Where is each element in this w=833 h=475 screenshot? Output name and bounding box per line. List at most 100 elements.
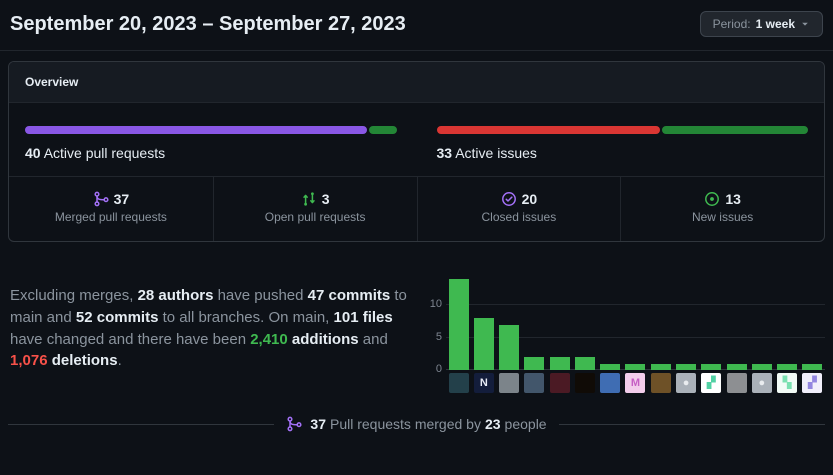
commit-bar-author-15 (802, 363, 823, 370)
period-label: Period: (712, 17, 751, 31)
git-merge-icon (94, 191, 109, 207)
commits-per-author-chart: 0 5 10 N M ● ▞ ● ▚ ▞ (428, 272, 825, 393)
author-1-avatar[interactable] (448, 373, 469, 393)
page-header: September 20, 2023 – September 27, 2023 … (0, 0, 833, 51)
author-13-avatar[interactable]: ● (751, 373, 772, 393)
page-title: September 20, 2023 – September 27, 2023 (10, 12, 406, 35)
author-4-avatar[interactable] (524, 373, 545, 393)
summary-segment: 47 commits (307, 287, 391, 304)
author-15-avatar[interactable]: ▞ (802, 373, 823, 393)
period-dropdown-button[interactable]: Period: 1 week (699, 11, 823, 37)
y-tick-label: 5 (435, 330, 442, 343)
stat-label: Open pull requests (264, 210, 366, 224)
avatar-slot: M (623, 373, 648, 393)
avatar-slot (547, 373, 572, 393)
overview-panel: Overview 40 Active pull requests 33 Acti… (8, 61, 825, 242)
summary-segment: to all branches. On main, (158, 308, 334, 326)
author-5-avatar[interactable] (549, 373, 570, 393)
commit-bar-author-2 (473, 318, 494, 370)
author-12-avatar[interactable] (726, 373, 747, 393)
issues-progress-bar (436, 126, 808, 134)
avatar-slot: ● (749, 373, 774, 393)
divider-left (8, 423, 275, 425)
active-issues-block: 33 Active issues (436, 126, 809, 161)
summary-segment: . (117, 352, 122, 370)
progress-segment-merged (25, 126, 367, 134)
commit-bar-author-1 (448, 279, 469, 370)
issue-opened-icon (705, 192, 720, 206)
commit-activity-summary: Excluding merges, 28 authors have pushed… (10, 285, 412, 372)
progress-segment-open (368, 126, 397, 134)
bar-slot (800, 363, 825, 370)
active-pull-requests-block: 40 Active pull requests (25, 126, 397, 161)
chart-plot-area: 0 5 10 (430, 272, 825, 375)
author-10-avatar[interactable]: ● (676, 373, 697, 393)
activity-section: Excluding merges, 28 authors have pushed… (10, 272, 825, 393)
author-avatars-row: N M ● ▞ ● ▚ ▞ (446, 373, 825, 393)
bar-slot (471, 318, 496, 370)
commit-bar-author-5 (549, 357, 570, 370)
pulse-page: September 20, 2023 – September 27, 2023 … (0, 0, 833, 432)
bar-slot (673, 363, 698, 370)
commit-bar-author-6 (574, 357, 595, 370)
y-tick-label: 0 (435, 363, 442, 375)
footer-segment: 37 (310, 416, 326, 432)
avatar-slot: ▞ (699, 373, 724, 393)
active-pull-requests-text: Active pull requests (43, 145, 166, 161)
author-11-avatar[interactable]: ▞ (701, 373, 722, 393)
author-2-avatar[interactable]: N (473, 373, 494, 393)
commit-bar-author-11 (701, 363, 722, 370)
avatar-slot: ● (673, 373, 698, 393)
active-issues-label: 33 Active issues (437, 145, 809, 161)
overview-stats-row: 37 Merged pull requests 3 Open pull request… (9, 176, 824, 241)
author-3-avatar[interactable] (499, 373, 520, 393)
avatar-slot (724, 373, 749, 393)
author-8-avatar[interactable]: M (625, 373, 646, 393)
avatar-slot (446, 373, 471, 393)
commit-bar-author-14 (777, 363, 798, 370)
author-14-avatar[interactable]: ▚ (777, 373, 798, 393)
pull-requests-progress-bar (25, 126, 397, 134)
stat-label: New issues (691, 210, 754, 224)
period-value: 1 week (755, 17, 795, 31)
summary-segment: 2,410 (250, 330, 288, 348)
summary-segment: have pushed (213, 287, 308, 304)
bars-row (446, 272, 825, 370)
stat-open-pull-requests[interactable]: 3 Open pull requests (212, 177, 417, 241)
stat-label: Merged pull requests (54, 210, 167, 224)
avatar-slot (648, 373, 673, 393)
summary-segment: Excluding merges, (10, 287, 138, 304)
merged-by-text: 37 Pull requests merged by 23 people (286, 416, 547, 432)
issue-closed-icon (501, 192, 516, 206)
stat-merged-pull-requests[interactable]: 37 Merged pull requests (9, 177, 213, 241)
bar-slot (699, 363, 724, 370)
avatar-slot (572, 373, 597, 393)
avatar-slot: N (471, 373, 496, 393)
divider-right (558, 423, 826, 425)
commit-bar-author-10 (676, 363, 697, 370)
summary-segment: 1,076 (10, 352, 48, 370)
stat-value: 20 (426, 191, 613, 207)
bar-slot (749, 363, 774, 370)
author-9-avatar[interactable] (650, 373, 671, 393)
bar-slot (522, 357, 547, 370)
stat-value: 3 (222, 191, 409, 207)
git-merge-icon (287, 416, 302, 432)
stat-closed-issues[interactable]: 20 Closed issues (416, 177, 621, 241)
commit-bar-author-8 (625, 363, 646, 370)
summary-segment: 52 commits (75, 308, 159, 326)
stat-value: 13 (629, 191, 816, 207)
commit-bar-author-3 (499, 324, 520, 370)
stat-new-issues[interactable]: 13 New issues (620, 177, 824, 241)
bar-slot (547, 357, 572, 370)
active-pull-requests-count: 40 (25, 145, 41, 161)
summary-segment: have changed and there have been (10, 330, 251, 348)
author-7-avatar[interactable] (600, 373, 621, 393)
avatar-slot: ▞ (800, 373, 825, 393)
bar-slot (446, 279, 471, 370)
summary-segment: deletions (51, 352, 118, 370)
commit-bar-author-13 (751, 363, 772, 370)
footer-segment: people (504, 416, 547, 432)
git-pull-request-icon (302, 192, 315, 206)
author-6-avatar[interactable] (574, 373, 595, 393)
